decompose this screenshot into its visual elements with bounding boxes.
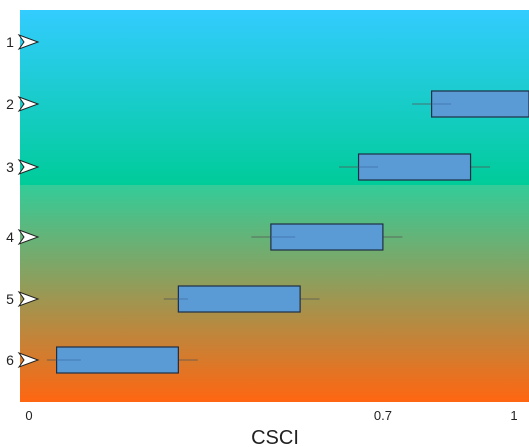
x-axis-title: CSCI: [251, 427, 299, 447]
box-plot-item: [251, 223, 403, 251]
box-plot-item: [412, 90, 529, 118]
box-series: [46, 90, 529, 374]
category-axis: 1 2 3 4 5 6: [6, 33, 40, 369]
category-arrow-marker: [17, 33, 40, 51]
box-plot-item: [46, 346, 198, 374]
category-arrow-marker: [17, 158, 40, 176]
x-tick-label: 1: [510, 408, 517, 423]
category-arrow-marker: [17, 228, 40, 246]
x-tick-label: 0.7: [374, 408, 392, 423]
x-axis: 0 0.7 1: [25, 408, 517, 423]
category-label: 2: [6, 96, 14, 112]
category-arrow-marker: [17, 351, 40, 369]
category-label: 1: [6, 34, 14, 50]
box: [270, 223, 384, 251]
x-tick-label: 0: [25, 408, 32, 423]
category-label: 6: [6, 352, 14, 368]
category-arrow-marker: [17, 290, 40, 308]
category-label: 3: [6, 159, 14, 175]
category-arrow-marker: [17, 95, 40, 113]
box: [177, 285, 301, 313]
category-label: 5: [6, 291, 14, 307]
box-plot-item: [163, 285, 320, 313]
box-plot-item: [339, 153, 491, 181]
category-label: 4: [6, 229, 14, 245]
